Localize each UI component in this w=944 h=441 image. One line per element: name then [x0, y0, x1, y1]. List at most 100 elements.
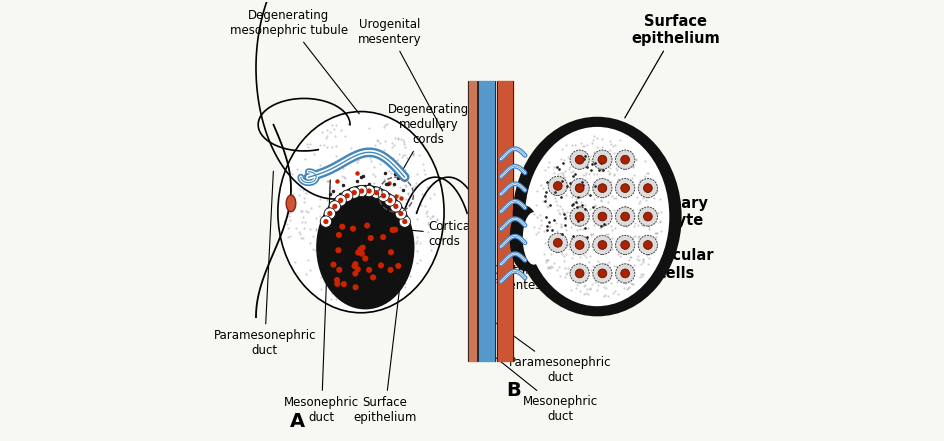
Circle shape — [363, 222, 370, 228]
Circle shape — [366, 188, 371, 194]
Circle shape — [333, 277, 340, 283]
Text: B: B — [506, 381, 521, 400]
Circle shape — [395, 263, 401, 269]
Text: Surface
epithelium: Surface epithelium — [353, 285, 416, 424]
Text: Ductuli
efferentes: Ductuli efferentes — [481, 215, 542, 292]
Circle shape — [362, 255, 368, 262]
Circle shape — [389, 227, 396, 233]
Text: Degenerating
mesonephric tubule: Degenerating mesonephric tubule — [229, 9, 359, 114]
Circle shape — [615, 150, 634, 169]
Circle shape — [323, 219, 329, 224]
Circle shape — [615, 264, 634, 283]
Circle shape — [390, 201, 401, 212]
Circle shape — [357, 246, 363, 252]
Circle shape — [637, 179, 657, 198]
Circle shape — [598, 155, 606, 164]
Circle shape — [397, 211, 403, 216]
Circle shape — [349, 226, 356, 232]
Text: Follicular
cells: Follicular cells — [637, 232, 713, 281]
Circle shape — [575, 184, 583, 192]
Circle shape — [592, 264, 612, 283]
Circle shape — [575, 212, 583, 221]
Circle shape — [341, 190, 352, 202]
Circle shape — [620, 241, 629, 249]
Circle shape — [637, 207, 657, 226]
Circle shape — [548, 176, 566, 195]
Circle shape — [643, 241, 651, 249]
Text: A: A — [290, 412, 305, 431]
Circle shape — [354, 266, 361, 273]
Circle shape — [356, 185, 367, 197]
Circle shape — [334, 281, 340, 287]
Circle shape — [329, 201, 340, 212]
Circle shape — [374, 190, 379, 195]
Circle shape — [341, 281, 346, 287]
Circle shape — [334, 195, 346, 206]
Circle shape — [395, 208, 406, 219]
Circle shape — [320, 216, 331, 227]
Circle shape — [620, 184, 629, 192]
Circle shape — [335, 247, 341, 253]
Circle shape — [387, 198, 393, 203]
Circle shape — [363, 185, 375, 197]
Circle shape — [575, 241, 583, 249]
Circle shape — [384, 195, 396, 206]
Circle shape — [598, 241, 606, 249]
Circle shape — [378, 262, 383, 269]
Text: Cortical
cords: Cortical cords — [407, 220, 474, 248]
Circle shape — [548, 233, 566, 252]
Circle shape — [370, 274, 376, 280]
Circle shape — [360, 245, 365, 251]
Ellipse shape — [278, 112, 444, 313]
Circle shape — [643, 212, 651, 221]
Text: Degenerating
medullary
cords: Degenerating medullary cords — [388, 103, 469, 179]
Circle shape — [324, 208, 335, 219]
Circle shape — [592, 235, 612, 254]
Circle shape — [332, 204, 337, 209]
Circle shape — [569, 235, 589, 254]
Circle shape — [348, 187, 360, 198]
Circle shape — [569, 207, 589, 226]
Circle shape — [393, 204, 398, 209]
Circle shape — [367, 235, 374, 241]
Circle shape — [351, 190, 357, 195]
Circle shape — [355, 250, 361, 256]
Circle shape — [620, 269, 629, 278]
Circle shape — [620, 212, 629, 221]
Circle shape — [370, 187, 381, 198]
Circle shape — [359, 188, 363, 194]
Text: Paramesonephric
duct: Paramesonephric duct — [213, 171, 315, 357]
Circle shape — [569, 179, 589, 198]
Circle shape — [553, 239, 562, 247]
Circle shape — [598, 269, 606, 278]
Circle shape — [352, 270, 358, 277]
Circle shape — [338, 198, 343, 203]
Circle shape — [351, 263, 357, 269]
Circle shape — [592, 150, 612, 169]
Circle shape — [598, 184, 606, 192]
Circle shape — [380, 193, 386, 198]
Circle shape — [387, 267, 394, 273]
Text: Paramesonephric
duct: Paramesonephric duct — [490, 319, 611, 384]
Text: Primary
oocyte: Primary oocyte — [643, 196, 708, 228]
Ellipse shape — [522, 212, 544, 265]
Circle shape — [339, 224, 345, 230]
Circle shape — [378, 190, 389, 202]
Circle shape — [345, 193, 349, 198]
Circle shape — [637, 235, 657, 254]
Text: Urogenital
mesentery: Urogenital mesentery — [357, 18, 443, 131]
Circle shape — [643, 184, 651, 192]
Text: Mesonephric
duct: Mesonephric duct — [474, 341, 597, 423]
Circle shape — [330, 262, 336, 268]
Circle shape — [398, 216, 410, 227]
Circle shape — [620, 155, 629, 164]
Circle shape — [615, 179, 634, 198]
Circle shape — [352, 284, 359, 290]
Circle shape — [598, 212, 606, 221]
Circle shape — [553, 182, 562, 191]
Text: Surface
epithelium: Surface epithelium — [624, 14, 719, 118]
Circle shape — [392, 227, 397, 233]
Text: Mesonephric
duct: Mesonephric duct — [284, 180, 359, 424]
Circle shape — [592, 179, 612, 198]
Circle shape — [569, 150, 589, 169]
